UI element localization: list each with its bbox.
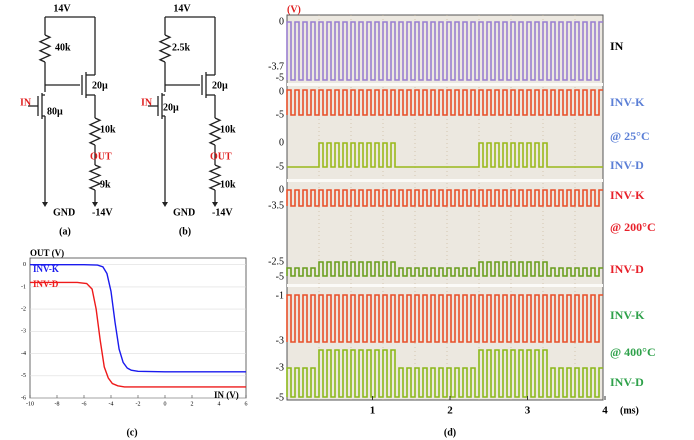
resistor (210, 165, 220, 190)
trace-label: @ 200°C (610, 220, 656, 234)
x-tick-label: -8 (55, 401, 60, 407)
x-tick-label: 3 (525, 405, 531, 417)
trace-label: @ 25°C (610, 129, 650, 143)
circuit-label: 80µ (47, 106, 63, 117)
level-label: -3.7 (268, 61, 284, 72)
level-label: 0 (279, 184, 284, 195)
circuit-label: GND (53, 207, 75, 218)
arrow (42, 202, 48, 207)
circuit-label: 20µ (163, 102, 179, 113)
trace-label: INV-K (610, 95, 645, 109)
legend-entry: INV-D (33, 279, 59, 289)
level-label: 0 (279, 137, 284, 148)
level-label: -3 (276, 335, 284, 346)
x-tick-label: -10 (26, 401, 34, 407)
level-label: 0 (279, 86, 284, 97)
circuit-label: 40k (55, 42, 71, 53)
trace-label: IN (610, 39, 624, 53)
x-tick-label: 4 (218, 401, 221, 407)
x-tick-label: -2 (136, 401, 141, 407)
circuit-label: IN (20, 97, 32, 108)
caption: (c) (126, 427, 137, 438)
x-tick-label: 0 (164, 401, 167, 407)
trace-label: INV-D (610, 375, 644, 389)
circuit-label: 20µ (212, 80, 228, 91)
x-tick-label: 4 (602, 405, 608, 417)
circuit-label: 2.5k (172, 42, 191, 53)
level-label: -5 (276, 271, 284, 282)
x-tick-label: -4 (109, 401, 114, 407)
x-tick-label: 2 (447, 405, 453, 417)
x-axis-label: IN (V) (214, 390, 239, 400)
y-tick-label: -4 (21, 351, 26, 357)
y-tick-label: -5 (21, 373, 26, 379)
scope-divider (287, 179, 603, 182)
caption: (d) (444, 427, 456, 438)
plot-area (30, 258, 246, 398)
circuit-label: OUT (90, 151, 112, 162)
y-tick-label: -2 (21, 306, 26, 312)
circuit-label: (b) (179, 226, 191, 237)
level-label: -2.5 (268, 256, 284, 267)
figure: 14V 40k 20µ IN 80µ 10k OUT 9k GND -14V (a) 14V 2.5k 2… (0, 0, 694, 440)
trace-label: INV-K (610, 188, 645, 202)
circuit-label: 10k (220, 179, 236, 190)
trace-label: INV-D (610, 158, 644, 172)
trace-label: @ 400°C (610, 345, 656, 359)
level-label: -5 (276, 392, 284, 403)
y-axis-label: OUT (V) (30, 248, 64, 258)
resistor (90, 118, 100, 145)
resistor (160, 35, 170, 62)
trace-label: INV-K (610, 308, 645, 322)
y-tick-label: -1 (21, 284, 26, 290)
circuit-label: (a) (59, 226, 71, 237)
trace-label: INV-D (610, 262, 644, 276)
scope-divider (287, 284, 603, 287)
level-label: 0 (279, 16, 284, 27)
y-unit: (V) (287, 4, 301, 15)
circuit-label: IN (141, 97, 153, 108)
x-tick-label: 2 (191, 401, 194, 407)
level-label: -5 (276, 72, 284, 83)
circuit-label: -14V (212, 207, 233, 218)
y-tick-label: 0 (23, 262, 26, 268)
circuit-label: OUT (210, 151, 232, 162)
level-label: -3 (276, 362, 284, 373)
arrow (212, 202, 218, 207)
y-tick-label: -3 (21, 329, 26, 335)
resistor (90, 165, 100, 190)
circuit-label: 9k (100, 179, 111, 190)
x-tick-label: 1 (370, 405, 376, 417)
resistor (210, 118, 220, 145)
resistor (40, 35, 50, 62)
legend-entry: INV-K (33, 264, 59, 274)
x-tick-label: -6 (82, 401, 87, 407)
arrow (92, 202, 98, 207)
circuit-label: 20µ (92, 80, 108, 91)
level-label: -3.5 (268, 200, 284, 211)
circuit-label: -14V (92, 207, 113, 218)
x-unit: (ms) (620, 405, 639, 416)
arrow (162, 202, 168, 207)
circuit-label: 14V (53, 3, 71, 14)
level-label: -5 (276, 109, 284, 120)
circuit-label: 10k (220, 124, 236, 135)
circuit-label: 10k (100, 124, 116, 135)
scope-divider (287, 83, 603, 86)
level-label: -5 (276, 161, 284, 172)
x-tick-label: 6 (245, 401, 248, 407)
circuit-label: 14V (173, 3, 191, 14)
circuit-label: GND (173, 207, 195, 218)
level-label: -1 (276, 290, 284, 301)
